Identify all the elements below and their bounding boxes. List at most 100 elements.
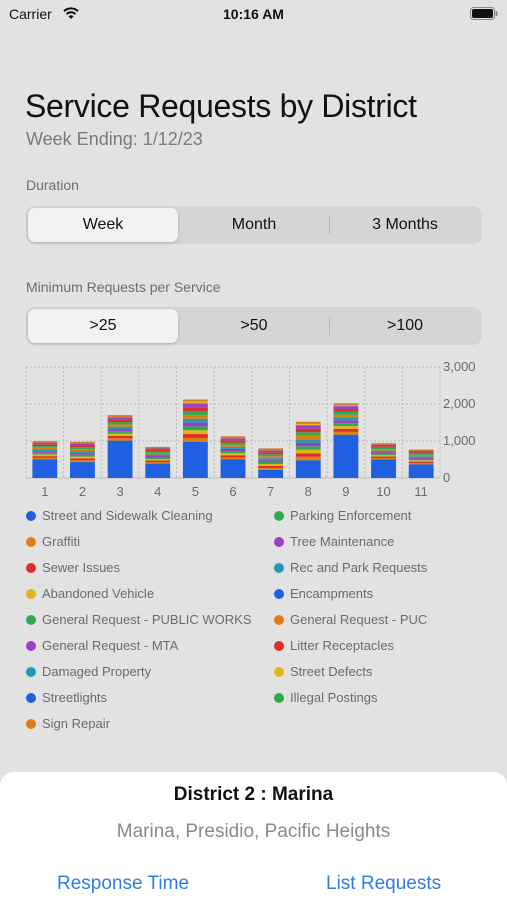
legend-color-dot — [26, 511, 36, 521]
bar-segment — [295, 425, 321, 429]
bar-segment — [258, 462, 284, 465]
bar-segment — [145, 449, 171, 452]
legend-color-dot — [274, 563, 284, 573]
bar-segment — [371, 446, 396, 448]
district-title: District 2 : Marina — [173, 784, 334, 805]
x-tick-label: 6 — [229, 484, 236, 499]
bar-segment — [145, 460, 171, 463]
district-detail-sheet: District 2 : Marina Marina, Presidio, Pa… — [0, 772, 507, 900]
legend-item: Sign Repair — [26, 716, 110, 731]
bar-segment — [32, 442, 58, 445]
duration-option-3-months[interactable]: 3 Months — [372, 216, 438, 233]
bar-segment — [107, 422, 133, 425]
bar-segment — [182, 434, 208, 438]
bar-segment — [220, 455, 246, 458]
bar-segment — [295, 428, 321, 433]
response-time-link[interactable]: Response Time — [57, 873, 190, 894]
minimum-requests-segmented-control[interactable]: >25 >50 >100 — [26, 307, 482, 345]
bar-segment — [295, 439, 321, 443]
bar-segment — [408, 449, 434, 451]
bar-segment — [182, 399, 208, 404]
bar-segment — [70, 445, 95, 448]
bar-segment — [32, 457, 58, 460]
legend-label: Illegal Postings — [290, 690, 378, 705]
legend-color-dot — [26, 589, 36, 599]
bar-segment — [220, 459, 246, 478]
x-tick-label: 2 — [79, 484, 86, 499]
bar-segment — [258, 460, 284, 463]
bar-segment — [32, 444, 58, 447]
bar-segment — [258, 450, 284, 453]
legend-label: Abandoned Vehicle — [42, 586, 155, 601]
bar-segment — [220, 448, 246, 452]
duration-option-month[interactable]: Month — [231, 216, 277, 233]
bar-segment — [145, 446, 171, 449]
legend-color-dot — [274, 589, 284, 599]
bar-segment — [182, 430, 208, 435]
bar-segment — [107, 438, 133, 441]
bar-cap — [182, 399, 208, 402]
minimum-option-25[interactable]: >25 — [28, 309, 178, 343]
duration-segmented-control[interactable]: Week Month 3 Months — [26, 206, 482, 244]
bar-segment — [371, 455, 396, 457]
district-requests-chart[interactable]: 0 1,000 2,000 3,000 1 2 3 4 5 6 7 8 9 10 11 — [0, 360, 507, 500]
bar-segment — [258, 458, 284, 461]
bar-segment — [295, 449, 321, 454]
page-subtitle: Week Ending: 1/12/23 — [26, 129, 203, 149]
battery-icon — [470, 7, 498, 20]
bar-segment — [333, 431, 359, 435]
minimum-option-100[interactable]: >100 — [386, 317, 424, 334]
minimum-requests-label: Minimum Requests per Service — [26, 279, 221, 295]
minimum-option-50[interactable]: >50 — [240, 317, 268, 334]
legend-label: Streetlights — [42, 690, 108, 705]
x-tick-label: 7 — [267, 484, 274, 499]
segment-divider — [329, 317, 330, 335]
legend-item: Street and Sidewalk Cleaning — [26, 508, 213, 523]
bar-segment — [32, 454, 58, 457]
bar-segment — [408, 453, 434, 455]
y-tick-label: 0 — [443, 470, 450, 485]
duration-option-week[interactable]: Week — [28, 208, 178, 242]
legend-label: General Request - PUC — [290, 612, 428, 627]
bar-segment — [145, 454, 171, 457]
status-time: 10:16 AM — [223, 6, 284, 22]
bar-segment — [408, 457, 434, 459]
bar-segment — [107, 440, 133, 478]
bar-cap — [295, 421, 321, 424]
bar-segment — [258, 448, 284, 451]
legend-color-dot — [26, 641, 36, 651]
legend-label: Graffiti — [42, 534, 81, 549]
legend-color-dot — [274, 667, 284, 677]
bar-segment — [333, 411, 359, 415]
list-requests-link[interactable]: List Requests — [326, 873, 442, 894]
bar-segment — [182, 426, 208, 431]
y-tick-label: 3,000 — [443, 360, 476, 374]
bar-segment — [408, 462, 434, 465]
bar-segment — [333, 403, 359, 407]
legend-label: Sign Repair — [42, 716, 110, 731]
bar-segment — [70, 452, 95, 455]
bar-segment — [258, 452, 284, 455]
bar-segment — [295, 442, 321, 447]
district-neighborhoods: Marina, Presidio, Pacific Heights — [116, 821, 391, 842]
legend-label: Rec and Park Requests — [290, 560, 428, 575]
y-tick-label: 1,000 — [443, 433, 476, 448]
bar-segment — [145, 457, 171, 460]
bar-segment — [258, 464, 284, 466]
legend-item: Sewer Issues — [26, 560, 120, 575]
segment-divider — [329, 216, 330, 234]
carrier-label: Carrier — [9, 6, 52, 22]
bar-segment — [32, 441, 58, 443]
bar-segment — [371, 452, 396, 454]
bar-segment — [258, 469, 284, 478]
bar-segment — [70, 447, 95, 450]
bar-segment — [70, 456, 95, 459]
bar-segment — [145, 462, 171, 464]
bar-segment — [371, 447, 396, 450]
legend-label: Street Defects — [290, 664, 373, 679]
bar-segment — [70, 458, 95, 461]
bar-segment — [220, 451, 246, 454]
legend-color-dot — [274, 641, 284, 651]
legend-color-dot — [26, 719, 36, 729]
x-tick-label: 1 — [41, 484, 48, 499]
